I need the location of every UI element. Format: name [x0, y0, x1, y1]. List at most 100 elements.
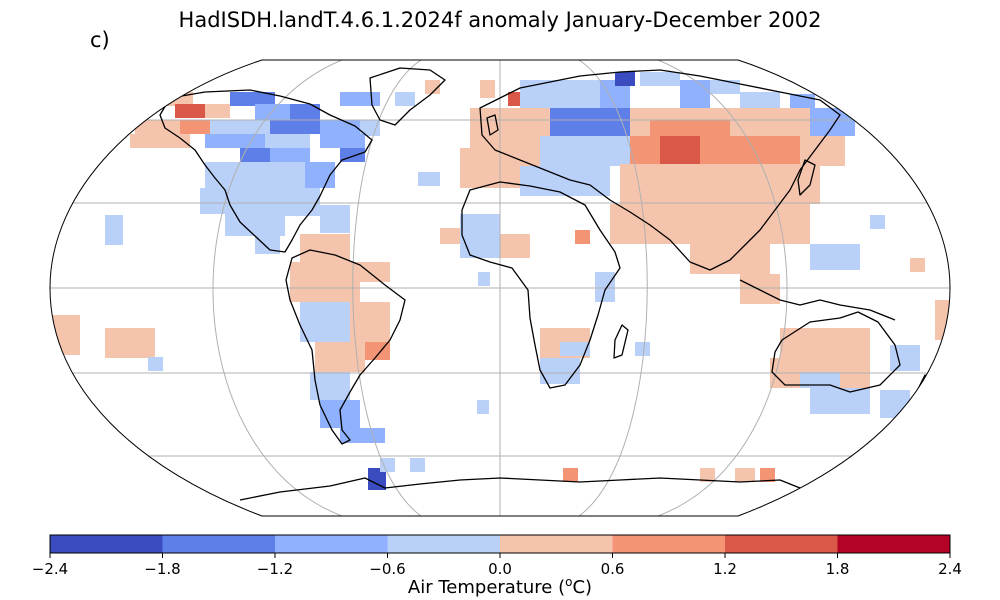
anomaly-cell — [735, 468, 755, 482]
anomaly-cell — [620, 164, 820, 204]
anomaly-cell — [700, 468, 715, 482]
meridian-line — [352, 60, 422, 516]
map-boundary — [49, 59, 951, 517]
coastline-antarctica — [239, 477, 801, 511]
anomaly-cell — [360, 262, 390, 282]
anomaly-cell — [615, 72, 635, 86]
coastline-madagascar — [613, 324, 629, 359]
colorbar-bin — [725, 535, 838, 553]
anomaly-cell — [350, 302, 390, 342]
anomaly-cell — [595, 272, 615, 302]
colorbar-tick-label: 2.4 — [938, 560, 962, 578]
colorbar-label: Air Temperature (oC) — [407, 575, 593, 598]
anomaly-cell — [500, 234, 530, 258]
anomaly-cell — [255, 104, 290, 120]
anomaly-cell — [690, 244, 770, 274]
colorbar-ticks: −2.4 −1.8 −1.2 −0.6 0.0 0.6 1.2 1.8 2.4 — [32, 553, 962, 578]
anomaly-cell — [800, 372, 840, 388]
anomaly-cell — [270, 148, 310, 162]
colorbar-tick-label: −0.6 — [369, 560, 405, 578]
anomaly-cell — [760, 204, 810, 244]
colorbar-tick-label: −1.8 — [144, 560, 180, 578]
anomaly-cell — [380, 458, 395, 472]
anomaly-cell — [680, 80, 710, 108]
anomaly-cell — [180, 120, 210, 134]
figure-title: HadISDH.landT.4.6.1.2024f anomaly Januar… — [178, 8, 822, 32]
anomaly-cell — [870, 215, 885, 229]
colorbar-bin — [500, 535, 613, 553]
anomaly-cell — [740, 92, 780, 108]
anomaly-cell — [910, 258, 925, 272]
anomaly-cell — [508, 92, 520, 106]
anomaly-cells — [50, 72, 950, 490]
anomaly-cell — [368, 468, 386, 490]
anomaly-cell — [320, 205, 350, 233]
anomaly-cell — [550, 108, 630, 136]
anomaly-cell — [610, 204, 760, 244]
anomaly-cell — [470, 108, 550, 148]
anomaly-cell — [265, 134, 310, 148]
anomaly-cell — [810, 244, 860, 270]
coastline-africa — [461, 181, 621, 389]
coastline-australia — [771, 311, 901, 393]
anomaly-cell — [300, 302, 350, 342]
coastline-north-america — [159, 89, 373, 253]
anomaly-cell — [290, 262, 360, 302]
coastline-greenland — [369, 67, 446, 126]
anomaly-cell — [130, 134, 190, 148]
anomaly-cell — [205, 104, 230, 118]
anomaly-cell — [560, 342, 590, 356]
anomaly-cell — [460, 214, 500, 258]
colorbar-bins — [50, 535, 950, 553]
coastline-uk — [486, 114, 499, 136]
anomaly-cell — [320, 134, 365, 148]
colorbar-bin — [275, 535, 388, 553]
meridian-line — [578, 60, 648, 516]
coastline-south-america — [285, 249, 406, 445]
colorbar-tick-label: −2.4 — [32, 560, 68, 578]
colorbar-tick-label: −1.2 — [257, 560, 293, 578]
anomaly-cell — [425, 80, 440, 94]
anomaly-cell — [205, 134, 265, 148]
anomaly-cell — [418, 172, 440, 186]
anomaly-cell — [240, 148, 270, 162]
anomaly-cell — [340, 92, 380, 106]
anomaly-cell — [630, 136, 800, 164]
colorbar-tick-label: 0.0 — [488, 560, 512, 578]
meridian-line — [657, 60, 788, 516]
anomaly-cell — [890, 345, 920, 371]
anomaly-cell — [540, 136, 630, 166]
anomaly-cell — [210, 120, 270, 134]
colorbar-tick-label: 1.2 — [713, 560, 737, 578]
anomaly-cell — [410, 458, 425, 472]
anomaly-cell — [270, 120, 320, 134]
anomaly-cell — [563, 468, 578, 482]
anomaly-cell — [205, 162, 305, 188]
anomaly-cell — [635, 342, 650, 356]
anomaly-cell — [225, 214, 285, 236]
coastline-eurasia — [479, 69, 841, 271]
anomaly-map — [49, 59, 951, 517]
anomaly-cell — [290, 104, 320, 120]
anomaly-cell — [660, 136, 700, 164]
anomaly-cell — [780, 328, 870, 358]
anomaly-cell — [760, 468, 775, 482]
panel-label: c) — [90, 28, 110, 52]
anomaly-cell — [395, 92, 415, 106]
coastlines — [159, 67, 933, 511]
colorbar-bin — [612, 535, 725, 553]
colorbar-bin — [162, 535, 275, 553]
anomaly-cell — [255, 234, 280, 254]
anomaly-cell — [200, 188, 270, 214]
coastline-japan — [797, 159, 816, 196]
anomaly-cell — [105, 328, 155, 358]
gridlines — [50, 60, 950, 516]
anomaly-cell — [540, 358, 580, 384]
colorbar-bin — [50, 535, 163, 553]
anomaly-cell — [105, 215, 123, 245]
anomaly-cell — [520, 80, 600, 108]
colorbar-bin — [387, 535, 500, 553]
anomaly-cell — [810, 388, 870, 414]
anomaly-cell — [477, 400, 489, 414]
